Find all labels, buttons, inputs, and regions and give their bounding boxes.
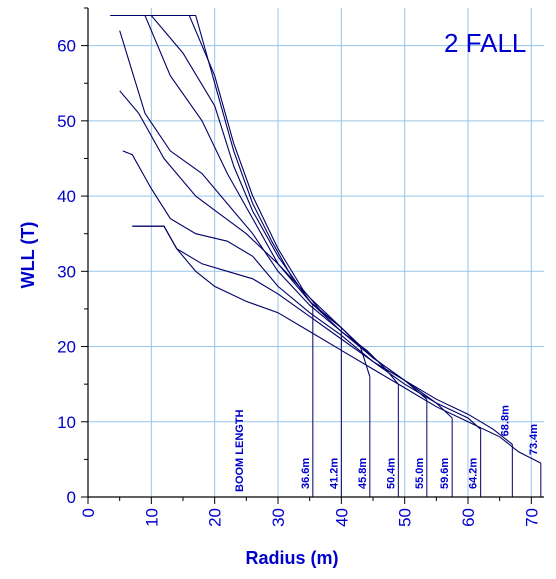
series-label: 41.2m (328, 458, 340, 489)
x-tick-label: 10 (142, 508, 161, 527)
x-axis-label: Radius (m) (245, 548, 338, 568)
series-layer (110, 14, 542, 497)
series-line (132, 225, 513, 445)
series-label: 36.6m (300, 458, 312, 489)
y-tick-label: 40 (57, 187, 76, 206)
series-label: 59.6m (439, 458, 451, 489)
series-label: 68.8m (499, 405, 511, 436)
y-axis-label: WLL (T) (18, 222, 38, 289)
x-tick-label: 60 (459, 508, 478, 527)
tick-layer: 0 10 20 30 40 50 60 0 10 20 30 40 50 60 70 (57, 7, 541, 527)
x-tick-label: 0 (79, 508, 98, 517)
x-tick-label: 50 (396, 508, 415, 527)
series-label: 55.0m (414, 458, 426, 489)
series-label: 73.4m (528, 424, 540, 455)
label-layer: 36.6m 41.2m 45.8m 50.4m 55.0m 59.6m 64.2m 68.8m… (300, 405, 540, 489)
series-line (113, 14, 342, 329)
series-line (119, 30, 428, 400)
frame-layer (87, 8, 544, 498)
y-tick-label: 0 (67, 488, 76, 507)
x-tick-label: 40 (332, 508, 351, 527)
x-tick-label: 70 (522, 508, 541, 527)
x-tick-label: 30 (269, 508, 288, 527)
chart-title: 2 FALL (444, 28, 526, 58)
series-line (122, 14, 399, 385)
boom-length-annotation: BOOM LENGTH (234, 409, 246, 492)
series-label: 45.8m (357, 458, 369, 489)
series-line (119, 90, 453, 419)
x-tick-label: 20 (206, 508, 225, 527)
y-tick-label: 50 (57, 112, 76, 131)
series-line (122, 150, 482, 430)
y-tick-label: 10 (57, 413, 76, 432)
y-tick-label: 20 (57, 338, 76, 357)
series-line (132, 225, 542, 464)
grid-layer (88, 8, 544, 497)
y-tick-label: 60 (57, 37, 76, 56)
y-tick-label: 30 (57, 262, 76, 281)
series-label: 64.2m (468, 458, 480, 489)
series-label: 50.4m (385, 458, 397, 489)
